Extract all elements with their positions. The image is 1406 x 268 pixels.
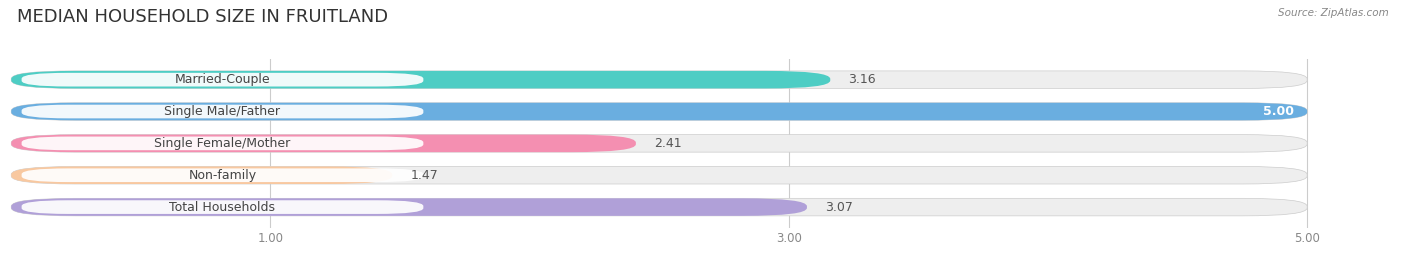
FancyBboxPatch shape	[11, 166, 1308, 184]
FancyBboxPatch shape	[11, 198, 807, 216]
Text: 3.07: 3.07	[825, 200, 853, 214]
Text: Non-family: Non-family	[188, 169, 256, 182]
Text: 3.16: 3.16	[848, 73, 876, 86]
FancyBboxPatch shape	[11, 103, 1308, 120]
FancyBboxPatch shape	[21, 137, 423, 150]
FancyBboxPatch shape	[11, 135, 636, 152]
Text: 2.41: 2.41	[654, 137, 682, 150]
FancyBboxPatch shape	[21, 168, 423, 182]
Text: 5.00: 5.00	[1263, 105, 1294, 118]
Text: Single Female/Mother: Single Female/Mother	[155, 137, 291, 150]
FancyBboxPatch shape	[21, 73, 423, 87]
FancyBboxPatch shape	[11, 71, 831, 88]
FancyBboxPatch shape	[21, 105, 423, 118]
Text: MEDIAN HOUSEHOLD SIZE IN FRUITLAND: MEDIAN HOUSEHOLD SIZE IN FRUITLAND	[17, 8, 388, 26]
Text: Source: ZipAtlas.com: Source: ZipAtlas.com	[1278, 8, 1389, 18]
FancyBboxPatch shape	[11, 135, 1308, 152]
FancyBboxPatch shape	[11, 71, 1308, 88]
FancyBboxPatch shape	[11, 198, 1308, 216]
Text: Married-Couple: Married-Couple	[174, 73, 270, 86]
Text: Single Male/Father: Single Male/Father	[165, 105, 280, 118]
Text: 1.47: 1.47	[411, 169, 439, 182]
FancyBboxPatch shape	[11, 166, 392, 184]
FancyBboxPatch shape	[21, 200, 423, 214]
FancyBboxPatch shape	[11, 103, 1308, 120]
Text: Total Households: Total Households	[170, 200, 276, 214]
